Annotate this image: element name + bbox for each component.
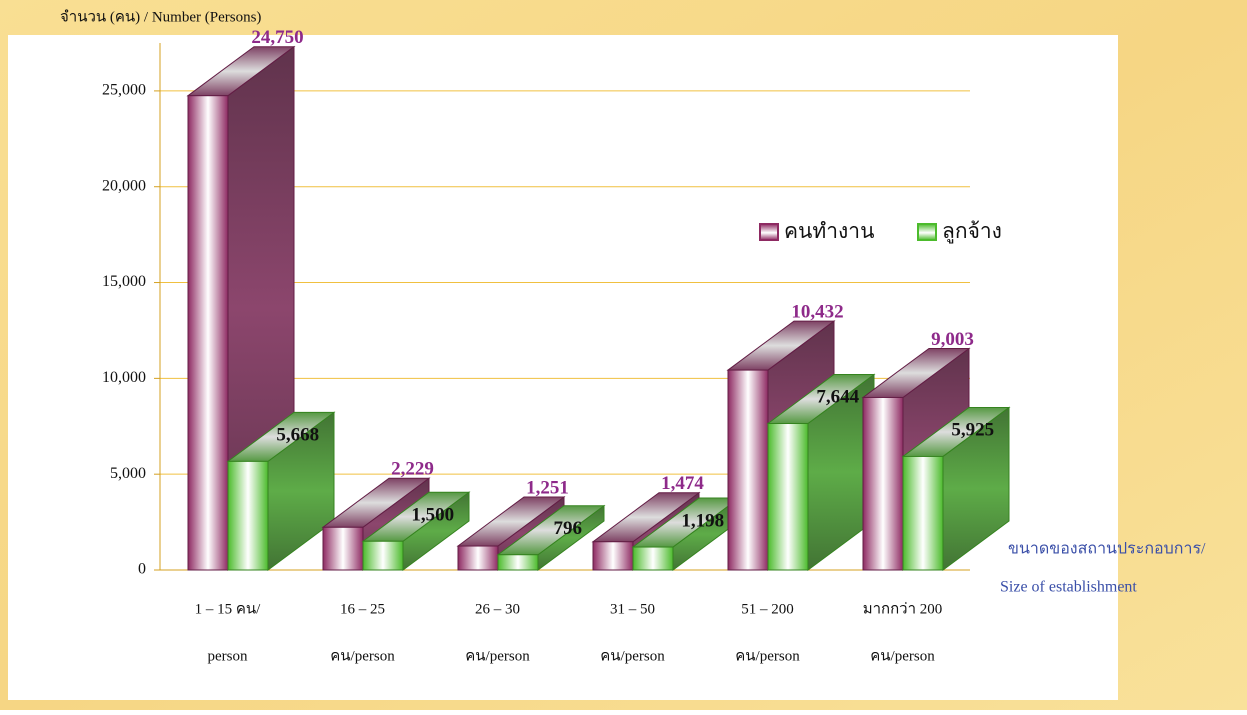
- bar: [322, 526, 364, 571]
- bar: [187, 95, 229, 571]
- legend-swatch: [759, 223, 779, 241]
- bar: [592, 541, 634, 571]
- x-tick-label: คน/person: [870, 648, 935, 664]
- y-tick-label: 15,000: [102, 273, 146, 290]
- x-tick-label: คน/person: [735, 648, 800, 664]
- x-tick-label: คน/person: [330, 648, 395, 664]
- x-tick-label: 51 – 200: [741, 601, 794, 617]
- x-tick-label: คน/person: [600, 648, 665, 664]
- value-label: 5,668: [276, 425, 319, 446]
- y-axis-title: จำนวน (คน) / Number (Persons): [60, 8, 261, 25]
- bar: [227, 460, 269, 571]
- bar: [767, 423, 809, 571]
- x-tick-label: 26 – 30: [475, 601, 520, 617]
- legend-label: คนทำงาน: [784, 219, 874, 243]
- value-label: 24,750: [251, 27, 303, 48]
- value-label: 2,229: [391, 459, 434, 480]
- bar: [457, 545, 499, 571]
- value-label: 9,003: [931, 329, 974, 350]
- y-tick-label: 10,000: [102, 369, 146, 386]
- y-tick-label: 0: [138, 561, 146, 578]
- bar: [497, 554, 539, 571]
- value-label: 1,198: [681, 510, 724, 531]
- x-tick-label: 16 – 25: [340, 601, 385, 617]
- value-label: 796: [553, 518, 582, 539]
- y-tick-label: 25,000: [102, 82, 146, 99]
- y-tick-label: 5,000: [110, 465, 146, 482]
- value-label: 1,251: [526, 477, 569, 498]
- bar: [902, 455, 944, 571]
- legend-swatch: [917, 223, 937, 241]
- value-label: 1,500: [411, 504, 454, 525]
- x-tick-label: คน/person: [465, 648, 530, 664]
- y-tick-label: 20,000: [102, 177, 146, 194]
- value-label: 7,644: [816, 387, 859, 408]
- value-label: 5,925: [951, 420, 994, 441]
- x-tick-label: 31 – 50: [610, 601, 655, 617]
- value-label: 10,432: [791, 301, 843, 322]
- legend-label: ลูกจ้าง: [942, 219, 1002, 244]
- bar: [632, 546, 674, 571]
- bar: [727, 369, 769, 571]
- bar: [862, 396, 904, 571]
- value-label: 1,474: [661, 473, 704, 494]
- x-tick-label: 1 – 15 คน/: [195, 601, 262, 617]
- x-tick-label: มากกว่า 200: [863, 601, 943, 617]
- x-axis-title: ขนาดของสถานประกอบการ/: [1008, 541, 1206, 558]
- bar: [362, 540, 404, 571]
- x-tick-label: person: [208, 648, 248, 664]
- x-axis-title: Size of establishment: [1000, 579, 1137, 596]
